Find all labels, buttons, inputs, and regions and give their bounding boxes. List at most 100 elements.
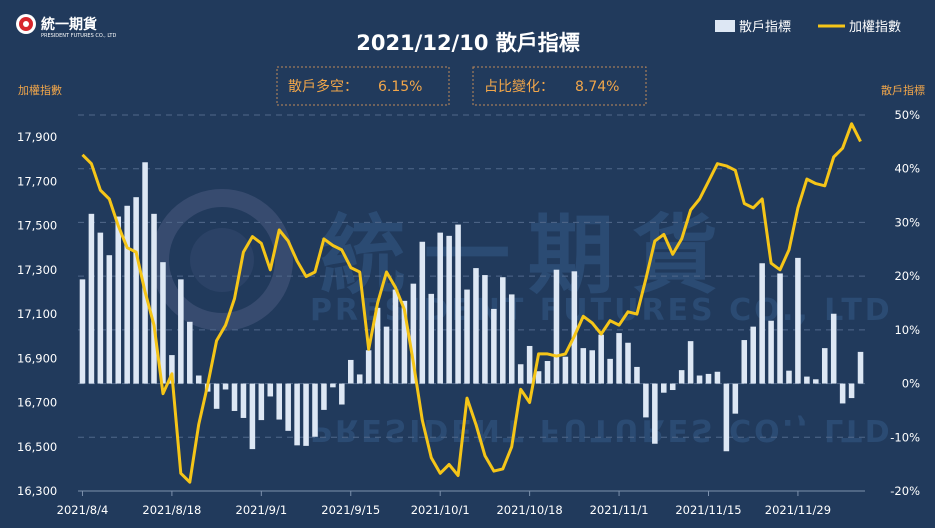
- left-axis-tick: 17,300: [17, 263, 57, 277]
- bar: [526, 345, 533, 384]
- left-axis-tick: 17,900: [17, 130, 57, 144]
- x-axis-tick: 2021/9/15: [321, 503, 380, 517]
- left-axis-tick: 16,300: [17, 484, 57, 498]
- logo-subtext: PRESIDENT FUTURES CO., LTD: [41, 33, 116, 39]
- bar: [616, 333, 622, 384]
- info-box-retail-frame: [276, 66, 450, 106]
- bar: [491, 308, 497, 384]
- x-axis-tick: 2021/11/1: [590, 503, 649, 517]
- left-axis-label: 加權指數: [18, 83, 62, 97]
- bar: [687, 341, 694, 384]
- bar: [535, 371, 542, 384]
- info-box-change-frame: [472, 66, 647, 106]
- info-box-change-label: 占比變化：: [484, 79, 554, 95]
- bar: [142, 162, 148, 384]
- bar: [339, 383, 345, 405]
- bar: [500, 277, 506, 384]
- bar: [848, 383, 855, 399]
- bar: [97, 232, 104, 384]
- bar: [356, 374, 363, 384]
- bar: [589, 350, 596, 384]
- left-axis-tick: 17,700: [17, 174, 57, 188]
- bar: [240, 383, 247, 418]
- x-axis-tick: 2021/11/15: [675, 503, 741, 517]
- bar: [169, 355, 175, 384]
- bar: [580, 348, 587, 384]
- bar: [857, 351, 864, 384]
- left-axis-tick: 17,100: [17, 307, 57, 321]
- bar: [741, 340, 748, 384]
- bar: [652, 383, 658, 444]
- bar: [732, 383, 739, 414]
- bar: [383, 326, 390, 384]
- bar: [696, 375, 703, 384]
- bar: [508, 294, 515, 384]
- bar: [553, 269, 560, 384]
- bar: [804, 376, 810, 384]
- bar: [661, 383, 667, 393]
- x-axis-tick: 2021/8/18: [142, 503, 201, 517]
- info-box-change: 占比變化： 8.74%: [472, 66, 647, 106]
- logo: 統一期貨 PRESIDENT FUTURES CO., LTD: [16, 14, 116, 39]
- bar: [607, 358, 613, 384]
- right-axis-ticks: -20% -10% 0% 10% 20% 30% 40% 50%: [890, 108, 920, 498]
- right-axis-tick: 0%: [902, 377, 920, 391]
- watermark-seal-inner-icon: [190, 228, 254, 292]
- right-axis-tick: -10%: [890, 430, 920, 444]
- x-axis-tick: 2021/10/1: [411, 503, 470, 517]
- bar: [723, 383, 730, 452]
- bar: [178, 279, 184, 384]
- bar: [321, 383, 327, 410]
- bar: [133, 197, 139, 384]
- bar: [643, 383, 649, 418]
- logo-circle-dot-icon: [23, 21, 29, 27]
- bar: [669, 383, 676, 391]
- bar: [759, 263, 765, 384]
- right-axis-label: 散戶指標: [881, 83, 925, 97]
- left-axis-tick: 17,500: [17, 219, 57, 233]
- right-axis-tick: 40%: [894, 162, 920, 176]
- info-box-retail: 散戶多空： 6.15%: [276, 66, 450, 106]
- legend-bar-label: 散戶指標: [739, 20, 791, 35]
- bar: [106, 255, 113, 384]
- bar: [455, 224, 461, 384]
- bar: [428, 293, 435, 384]
- bar: [786, 370, 792, 384]
- bar: [777, 273, 783, 384]
- bar: [187, 321, 193, 384]
- left-axis-tick: 16,500: [17, 440, 57, 454]
- bar: [213, 383, 220, 409]
- bar: [464, 289, 470, 384]
- right-axis-tick: -20%: [890, 484, 920, 498]
- bar: [401, 300, 408, 384]
- bar: [374, 307, 381, 384]
- bar: [347, 359, 354, 384]
- bar: [544, 361, 551, 384]
- bar: [79, 279, 86, 384]
- right-axis-tick: 30%: [894, 215, 920, 229]
- grid: [78, 114, 865, 492]
- bar: [231, 383, 238, 411]
- bar: [473, 268, 479, 384]
- bar: [714, 371, 721, 384]
- left-axis-tick: 16,900: [17, 351, 57, 365]
- bar: [365, 350, 372, 384]
- x-axis-tick: 2021/8/4: [57, 503, 109, 517]
- watermark-subtext-mirror: PRESIDENT FUTURES CO., LTD: [310, 412, 893, 447]
- info-box-retail-value: 6.15%: [378, 79, 422, 95]
- bar: [124, 205, 130, 384]
- info-box-change-value: 8.74%: [575, 79, 619, 95]
- bar: [839, 383, 846, 404]
- x-axis-tick: 2021/10/18: [496, 503, 562, 517]
- bar: [249, 383, 256, 450]
- bar: [312, 383, 318, 437]
- bar: [598, 334, 604, 384]
- bar: [482, 275, 488, 384]
- bar: [768, 320, 774, 384]
- bar: [795, 257, 801, 384]
- bar: [195, 375, 202, 384]
- legend-line-label: 加權指數: [849, 20, 901, 35]
- bar: [750, 326, 756, 384]
- x-axis-tick: 2021/11/29: [765, 503, 831, 517]
